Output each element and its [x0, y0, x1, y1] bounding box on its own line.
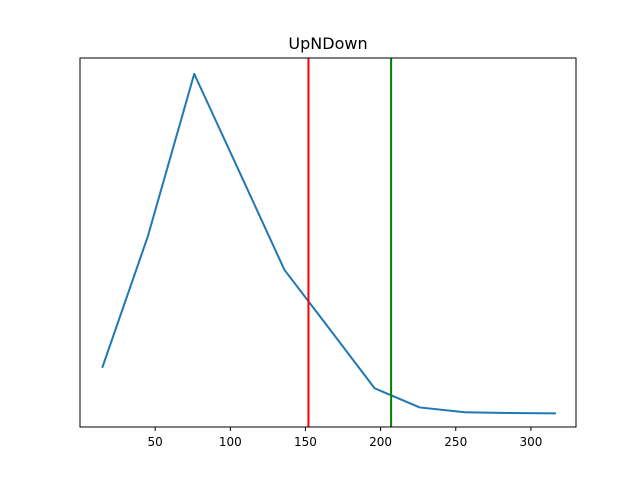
x-tick-label-50: 50	[148, 435, 163, 449]
x-tick-label-150: 150	[294, 435, 317, 449]
series-line-0	[101, 72, 556, 415]
x-tick-label-250: 250	[444, 435, 467, 449]
x-tick-label-200: 200	[369, 435, 392, 449]
x-tick-label-100: 100	[219, 435, 242, 449]
axes-frame	[79, 57, 577, 428]
chart-title: UpNDown	[288, 34, 367, 53]
x-tick-label-300: 300	[519, 435, 542, 449]
